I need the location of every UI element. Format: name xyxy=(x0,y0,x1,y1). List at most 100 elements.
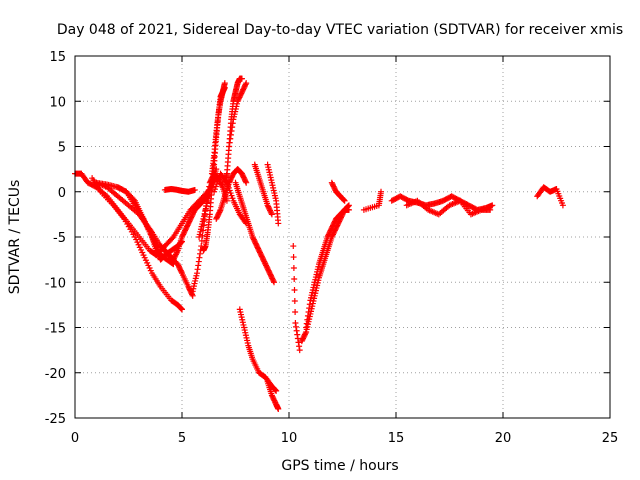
data-point xyxy=(226,143,233,150)
data-point xyxy=(303,320,310,327)
data-point xyxy=(340,196,347,203)
data-point xyxy=(291,297,298,304)
series-track-24 xyxy=(303,206,352,331)
data-point xyxy=(302,330,309,337)
x-tick-label: 15 xyxy=(388,431,405,446)
series-track-26 xyxy=(360,188,385,213)
data-point xyxy=(216,208,223,215)
data-point xyxy=(229,124,236,131)
data-point xyxy=(341,197,348,204)
data-point xyxy=(169,235,176,242)
x-tick-label: 0 xyxy=(71,431,79,446)
y-tick-label: 15 xyxy=(49,50,66,65)
x-axis-label: GPS time / hours xyxy=(281,458,398,474)
data-point xyxy=(296,347,303,354)
data-point xyxy=(341,197,348,204)
data-point xyxy=(303,324,310,331)
data-point xyxy=(292,308,299,315)
y-tick-label: -15 xyxy=(45,322,66,337)
data-point xyxy=(292,319,299,326)
data-point xyxy=(198,237,205,244)
data-point xyxy=(271,279,278,286)
series-track-8 xyxy=(161,186,198,195)
data-point xyxy=(238,75,245,82)
x-tick-label: 25 xyxy=(602,431,619,446)
data-point xyxy=(275,405,282,412)
data-point xyxy=(290,254,297,261)
data-point xyxy=(304,316,311,323)
y-tick-label: 0 xyxy=(58,186,66,201)
series-track-15 xyxy=(226,80,250,150)
data-point xyxy=(272,387,279,394)
series-track-2 xyxy=(89,175,185,313)
data-point xyxy=(221,84,228,91)
x-tick-label: 10 xyxy=(281,431,298,446)
series-track-20 xyxy=(251,161,275,218)
series-track-16 xyxy=(211,170,250,227)
data-point xyxy=(174,248,181,255)
data-point xyxy=(291,276,298,283)
data-point xyxy=(197,250,204,257)
data-point xyxy=(295,339,302,346)
data-point xyxy=(243,179,250,186)
data-points xyxy=(72,75,566,412)
data-point xyxy=(242,178,249,185)
series-track-21 xyxy=(264,161,282,227)
y-axis-label: SDTVAR / TECUs xyxy=(7,180,23,295)
y-tick-label: 5 xyxy=(58,141,66,156)
data-point xyxy=(290,243,297,250)
x-tick-label: 20 xyxy=(495,431,512,446)
series-track-1 xyxy=(72,170,160,259)
data-point xyxy=(268,211,275,218)
chart-title: Day 048 of 2021, Sidereal Day-to-day VTE… xyxy=(57,22,623,38)
series-track-11 xyxy=(200,80,228,254)
data-point xyxy=(178,305,185,312)
data-point xyxy=(195,258,202,265)
series-track-25 xyxy=(328,179,348,204)
series-track-22 xyxy=(290,243,303,354)
data-point xyxy=(290,265,297,272)
data-point xyxy=(487,206,494,213)
data-point xyxy=(191,186,198,193)
y-tick-label: -5 xyxy=(53,231,66,246)
data-point xyxy=(489,202,496,209)
data-point xyxy=(229,120,236,127)
data-point xyxy=(304,312,311,319)
data-point xyxy=(193,270,200,277)
data-point xyxy=(306,301,313,308)
data-point xyxy=(223,178,230,185)
data-point xyxy=(196,254,203,261)
data-point xyxy=(294,335,301,342)
data-point xyxy=(293,327,300,334)
data-point xyxy=(227,135,234,142)
data-point xyxy=(178,268,185,275)
data-point xyxy=(199,232,206,239)
data-point xyxy=(378,188,385,195)
y-tick-label: -10 xyxy=(45,276,66,291)
data-point xyxy=(305,308,312,315)
data-point xyxy=(306,305,313,312)
data-point xyxy=(177,305,184,312)
data-point xyxy=(195,262,202,269)
data-point xyxy=(179,306,185,313)
data-point xyxy=(273,387,280,394)
series-track-19 xyxy=(264,378,282,412)
series-track-12 xyxy=(208,84,228,177)
series-track-17 xyxy=(232,179,278,286)
y-tick-label: 10 xyxy=(49,95,66,110)
x-tick-label: 5 xyxy=(178,431,186,446)
series-track-18 xyxy=(236,306,280,394)
data-point xyxy=(270,277,277,284)
data-point xyxy=(243,80,250,87)
data-point xyxy=(242,81,249,88)
data-point xyxy=(228,127,235,134)
data-point xyxy=(194,266,201,273)
data-point xyxy=(559,202,566,209)
data-point xyxy=(219,182,226,189)
data-point xyxy=(291,287,298,294)
series-track-29 xyxy=(534,184,566,209)
data-point xyxy=(227,131,234,138)
y-tick-label: -20 xyxy=(45,367,66,382)
data-point xyxy=(293,323,300,330)
data-point xyxy=(268,210,275,217)
